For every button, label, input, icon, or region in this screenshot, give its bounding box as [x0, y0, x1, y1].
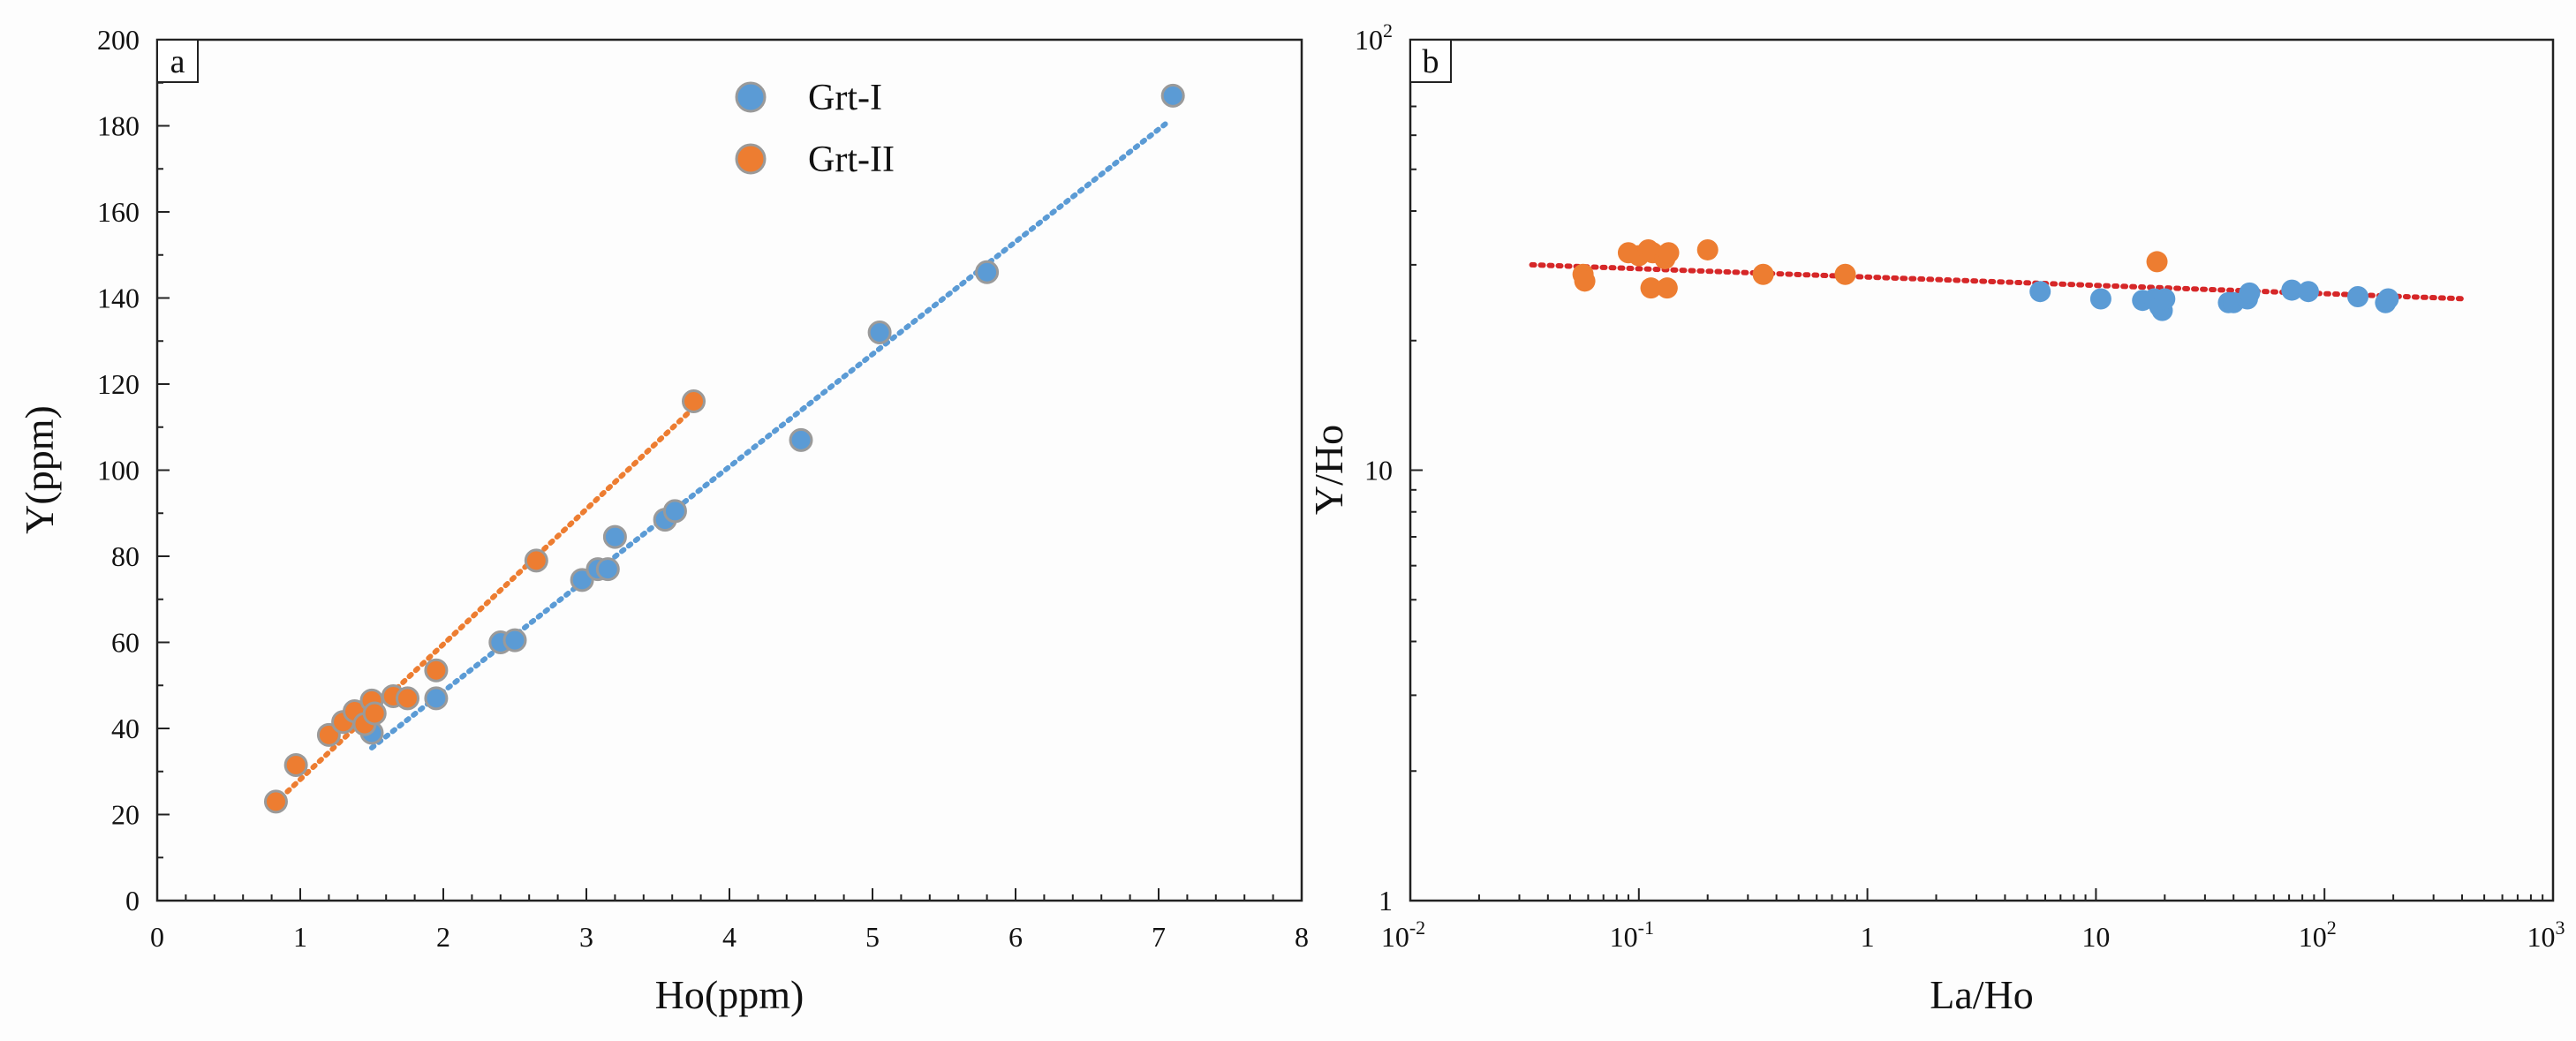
x-tick-label-b: 10-2 — [1381, 917, 1425, 953]
y-tick-label-a: 200 — [97, 24, 140, 56]
data-point-b-grt-ii — [2146, 251, 2168, 273]
plot-area-a — [155, 38, 1303, 902]
y-tick-label-a: 80 — [111, 540, 140, 572]
x-tick-label-b: 102 — [2299, 917, 2337, 953]
y-tick-label-a: 100 — [97, 455, 140, 487]
y-tick-label-a: 0 — [125, 885, 140, 917]
y-tick-label-b: 10 — [1364, 455, 1393, 487]
y-tick-label-b: 102 — [1355, 19, 1393, 56]
y-tick-label-a: 120 — [97, 368, 140, 400]
x-tick-label-a: 6 — [1008, 921, 1023, 953]
panel-b: 10-2 10-1 1 10 102 103 1 10 102 b La/Ho Y/Ho — [1306, 19, 2565, 1017]
trendline-a-grt-ii — [271, 404, 697, 807]
data-point-a-grt-ii — [283, 752, 308, 777]
legend-label-grt-i: Grt-I — [808, 78, 882, 118]
y-axis-title-b: Y/Ho — [1306, 425, 1351, 515]
data-point-a-grt-ii — [362, 701, 387, 726]
panel-label-b: b — [1423, 43, 1439, 80]
x-axis-title-b: La/Ho — [1930, 972, 2034, 1017]
data-point-b-grt-i — [2297, 281, 2319, 303]
data-point-a-grt-i — [1160, 83, 1185, 108]
y-axis-title-a: Y(ppm) — [17, 405, 62, 534]
data-point-b-grt-ii — [1658, 242, 1680, 264]
y-tick-label-b: 1 — [1379, 885, 1393, 917]
data-point-a-grt-ii — [682, 389, 706, 413]
legend-label-grt-ii: Grt-II — [808, 140, 895, 180]
y-tick-label-a: 140 — [97, 283, 140, 314]
panel-label-box-b — [1409, 39, 1452, 83]
data-point-a-grt-i — [424, 686, 449, 711]
data-point-b-grt-i — [2089, 288, 2111, 310]
panel-label-box-a — [156, 39, 199, 83]
x-tick-label-a: 1 — [293, 921, 307, 953]
data-point-a-grt-ii — [263, 789, 288, 814]
data-point-b-grt-i — [2281, 279, 2303, 301]
y-tick-label-a: 60 — [111, 627, 140, 659]
legend-marker-grt-ii — [735, 143, 767, 175]
y-tick-label-a: 160 — [97, 196, 140, 228]
x-tick-label-a: 4 — [722, 921, 737, 953]
data-point-b-grt-i — [2029, 281, 2051, 303]
data-point-a-grt-i — [662, 499, 687, 524]
data-point-b-grt-ii — [1752, 263, 1774, 285]
x-tick-label-b: 103 — [2527, 917, 2565, 953]
data-point-b-grt-ii — [1834, 263, 1856, 285]
x-tick-label-a: 5 — [865, 921, 880, 953]
x-axis-title-a: Ho(ppm) — [655, 972, 805, 1017]
data-point-a-grt-i — [502, 628, 527, 653]
panel-label-a: a — [170, 43, 185, 80]
data-point-b-grt-i — [2377, 288, 2399, 310]
data-point-a-grt-ii — [396, 686, 419, 711]
legend-marker-grt-i — [735, 81, 767, 113]
data-point-a-grt-i — [595, 557, 620, 582]
data-point-b-grt-i — [2239, 282, 2261, 304]
x-tick-label-a: 0 — [150, 921, 164, 953]
y-tick-label-a: 20 — [111, 799, 140, 831]
x-tick-label-b: 10 — [2081, 921, 2110, 953]
data-point-b-grt-i — [2154, 288, 2176, 310]
data-point-a-grt-i — [975, 260, 1000, 284]
data-point-a-grt-ii — [524, 548, 548, 573]
x-tick-label-a: 7 — [1152, 921, 1166, 953]
x-tick-label-a: 8 — [1295, 921, 1309, 953]
x-tick-label-b: 1 — [1861, 921, 1875, 953]
x-tick-label-a: 2 — [436, 921, 450, 953]
data-point-a-grt-i — [789, 427, 813, 452]
data-point-b-grt-ii — [1574, 270, 1596, 292]
y-tick-label-a: 40 — [111, 713, 140, 744]
data-point-a-grt-ii — [424, 658, 449, 683]
x-tick-label-b: 10-1 — [1610, 917, 1654, 953]
data-point-b-grt-ii — [1656, 277, 1678, 299]
legend-a: Grt-I Grt-II — [735, 78, 895, 180]
data-point-b-grt-ii — [1696, 238, 1719, 260]
data-point-b-grt-i — [2347, 285, 2369, 307]
data-point-a-grt-i — [867, 321, 892, 344]
data-point-b-grt-ii — [1640, 277, 1662, 299]
x-tick-label-a: 3 — [579, 921, 593, 953]
y-tick-label-a: 180 — [97, 110, 140, 142]
data-point-a-grt-i — [602, 524, 627, 549]
plot-area-b — [1409, 38, 2555, 902]
